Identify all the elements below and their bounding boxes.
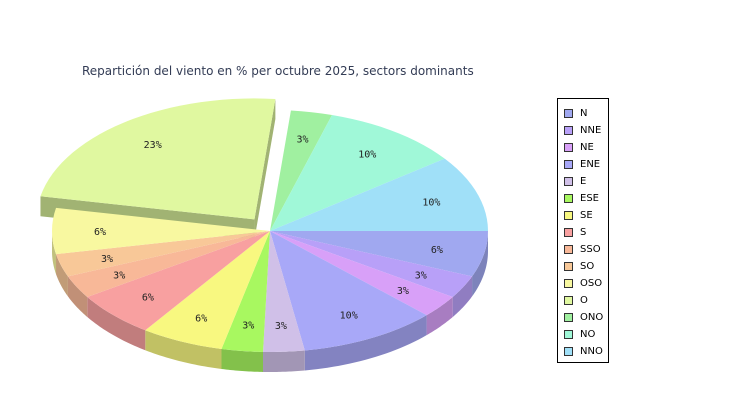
- legend-label: ONO: [580, 311, 604, 323]
- pie-slice-ene: [270, 231, 427, 351]
- pie-slice-side-ne: [426, 297, 453, 336]
- pie-label-sso: 3%: [113, 271, 125, 282]
- legend-label: NNE: [580, 124, 602, 136]
- legend-label: ENE: [580, 158, 601, 170]
- pie-slice-side-ese: [221, 348, 264, 372]
- legend-item-se: SE: [564, 208, 593, 222]
- legend-item-oso: OSO: [564, 276, 602, 290]
- legend-label: NNO: [580, 345, 603, 357]
- pie-slice-edge2-o: [254, 98, 276, 240]
- pie-slice-side-n: [472, 231, 488, 297]
- pie-slice-no: [270, 115, 445, 231]
- pie-label-ene: 10%: [340, 311, 358, 322]
- pie-slice-ese: [221, 231, 270, 352]
- pie-slice-side-se: [145, 330, 222, 369]
- pie-slice-sso: [67, 231, 271, 298]
- legend-item-no: NO: [564, 327, 595, 341]
- legend-item-n: N: [564, 106, 587, 120]
- pie-top-layer: [40, 98, 488, 352]
- legend-item-e: E: [564, 174, 586, 188]
- pie-slice-so: [56, 231, 270, 277]
- legend-swatch: [564, 346, 573, 356]
- pie-slice-s: [87, 231, 270, 331]
- pie-slice-ne: [270, 231, 453, 316]
- pie-slice-side-ene: [304, 315, 427, 371]
- pie-label-n: 6%: [431, 245, 443, 256]
- pie-slice-side-sso: [67, 276, 88, 318]
- pie-slice-o: [40, 98, 276, 220]
- legend-swatch: [564, 125, 573, 135]
- pie-label-o: 23%: [144, 140, 162, 151]
- pie-label-nne: 3%: [415, 271, 427, 282]
- legend-swatch: [564, 176, 573, 186]
- legend-swatch: [564, 329, 573, 339]
- legend-swatch: [564, 159, 573, 169]
- pie-slice-e: [263, 231, 305, 352]
- pie-slice-side-nne: [452, 276, 473, 318]
- legend-swatch: [564, 244, 573, 254]
- pie-slice-n: [270, 231, 488, 277]
- pie-slice-side-s: [87, 297, 146, 351]
- pie-slice-se: [145, 231, 270, 349]
- legend-label: N: [580, 107, 588, 119]
- legend-item-nno: NNO: [564, 344, 603, 358]
- legend-label: SO: [580, 260, 595, 272]
- legend-label: ESE: [580, 192, 599, 204]
- legend-item-o: O: [564, 293, 588, 307]
- pie-label-nno: 10%: [422, 197, 440, 208]
- legend-swatch: [564, 227, 573, 237]
- legend-label: E: [580, 175, 587, 187]
- chart-title: Repartición del viento en % per octubre …: [82, 64, 474, 78]
- legend-item-ono: ONO: [564, 310, 603, 324]
- legend-label: S: [580, 226, 587, 238]
- pie-slice-ono: [270, 110, 333, 231]
- legend-label: SE: [580, 209, 593, 221]
- legend-item-ene: ENE: [564, 157, 600, 171]
- pie-label-s: 6%: [142, 293, 154, 304]
- pie-label-ne: 3%: [397, 286, 409, 297]
- legend-swatch: [564, 142, 573, 152]
- legend-label: OSO: [580, 277, 603, 289]
- pie-label-ese: 3%: [242, 321, 254, 332]
- pie-label-e: 3%: [275, 321, 287, 332]
- pie-label-layer: 6%3%3%10%3%3%6%6%3%3%6%23% 3%10%10%: [94, 134, 443, 332]
- legend-swatch: [564, 193, 573, 203]
- pie-slice-oso: [52, 207, 270, 255]
- pie-slice-side-oso: [52, 231, 57, 275]
- legend-item-sso: SSO: [564, 242, 601, 256]
- legend-swatch: [564, 295, 573, 305]
- pie-slice-nne: [270, 231, 473, 298]
- legend-swatch: [564, 278, 573, 288]
- pie-slice-side-e: [263, 350, 305, 372]
- pie-label-so: 3%: [101, 254, 113, 265]
- legend-swatch: [564, 108, 573, 118]
- legend-item-ne: NE: [564, 140, 594, 154]
- pie-label-ono: 3%: [296, 134, 308, 145]
- legend-label: O: [580, 294, 588, 306]
- legend-swatch: [564, 210, 573, 220]
- legend-swatch: [564, 312, 573, 322]
- pie-slice-side-so: [56, 254, 68, 297]
- legend-swatch: [564, 261, 573, 271]
- pie-label-oso: 6%: [94, 227, 106, 238]
- legend-item-s: S: [564, 225, 586, 239]
- legend-item-so: SO: [564, 259, 594, 273]
- legend-label: NE: [580, 141, 594, 153]
- chart-legend: N NNE NE ENE E ESE SE S SSO SO OSO O ONO NO NNO: [557, 98, 609, 363]
- legend-label: SSO: [580, 243, 601, 255]
- legend-item-ese: ESE: [564, 191, 599, 205]
- legend-item-nne: NNE: [564, 123, 601, 137]
- pie-label-se: 6%: [195, 313, 207, 324]
- pie-label-no: 10%: [358, 150, 376, 161]
- legend-label: NO: [580, 328, 596, 340]
- pie-slice-nno: [270, 158, 488, 231]
